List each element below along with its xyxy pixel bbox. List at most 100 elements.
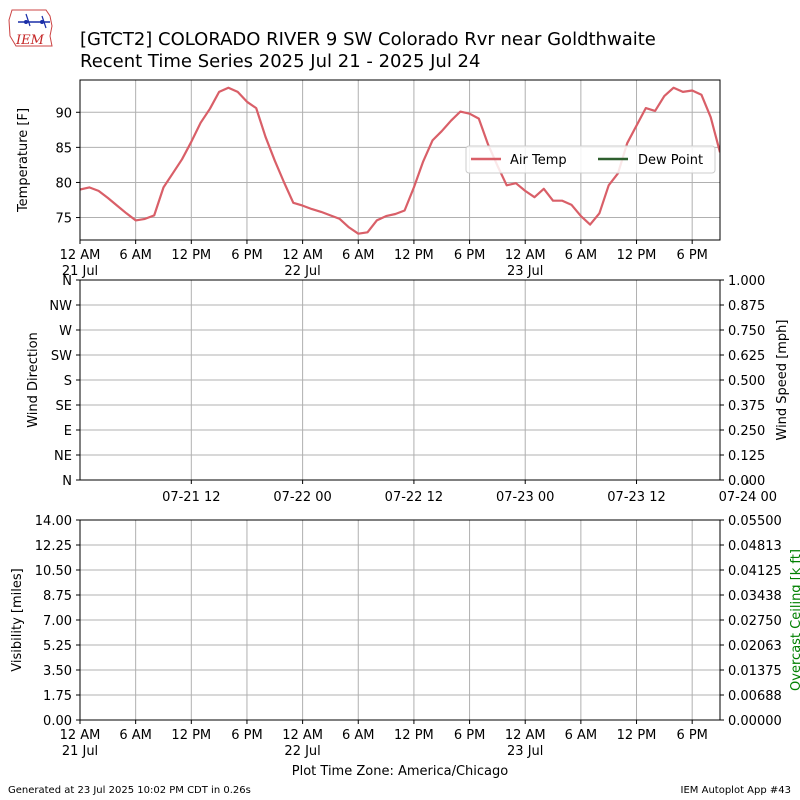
- y-axis-label: Wind Direction: [26, 332, 41, 428]
- x-tick-label: 07-24 00: [719, 490, 777, 505]
- plot-frame: [79, 79, 721, 241]
- y-tick-label: N: [62, 474, 72, 489]
- x-tick-label: 6 PM: [676, 248, 707, 263]
- y2-tick-label: 0.750: [728, 324, 765, 339]
- y-tick-label: 1.75: [43, 689, 72, 704]
- y2-tick-label: 0.04813: [728, 539, 782, 554]
- y2-tick-label: 0.375: [728, 399, 765, 414]
- generated-timestamp: Generated at 23 Jul 2025 10:02 PM CDT in…: [8, 785, 251, 796]
- y-tick-label: 14.00: [35, 514, 72, 529]
- y-tick-label: 8.75: [43, 589, 72, 604]
- x-tick-label: 6 AM: [565, 728, 598, 743]
- y-tick-label: E: [64, 424, 72, 439]
- x-tick-date-label: 21 Jul: [62, 264, 98, 279]
- y-tick-label: 0.00: [43, 714, 72, 729]
- y-axis-label: Temperature [F]: [16, 108, 31, 213]
- plot-frame: [79, 519, 721, 721]
- iem-logo: IEM: [8, 9, 53, 48]
- y-tick-label: SW: [51, 349, 72, 364]
- y-tick-label: 10.50: [35, 564, 72, 579]
- y-tick-label: NE: [54, 449, 72, 464]
- y2-tick-label: 0.00000: [728, 714, 782, 729]
- x-tick-label: 07-23 00: [496, 490, 554, 505]
- legend-label-air-temp: Air Temp: [510, 153, 567, 168]
- x-tick-label: 12 PM: [617, 248, 657, 263]
- y2-tick-label: 0.04125: [728, 564, 782, 579]
- y-tick-label: SE: [56, 399, 72, 414]
- x-tick-label: 07-23 12: [607, 490, 665, 505]
- x-tick-label: 12 PM: [394, 728, 434, 743]
- x-tick-label: 07-21 12: [162, 490, 220, 505]
- x-tick-label: 6 PM: [676, 728, 707, 743]
- y-tick-label: S: [64, 374, 72, 389]
- x-tick-label: 6 PM: [231, 248, 262, 263]
- x-tick-label: 6 AM: [342, 728, 375, 743]
- y-tick-label: 75: [55, 212, 72, 227]
- y2-axis-label: Wind Speed [mph]: [775, 320, 790, 441]
- y-tick-label: 5.25: [43, 639, 72, 654]
- logo-text: IEM: [15, 33, 45, 48]
- y2-tick-label: 0.000: [728, 474, 765, 489]
- x-tick-label: 6 AM: [565, 248, 598, 263]
- y2-tick-label: 0.500: [728, 374, 765, 389]
- x-tick-label: 12 AM: [505, 728, 546, 743]
- y2-tick-label: 0.05500: [728, 514, 782, 529]
- timezone-label: Plot Time Zone: America/Chicago: [291, 764, 509, 779]
- y2-tick-label: 0.02063: [728, 639, 782, 654]
- y-tick-label: 12.25: [35, 539, 72, 554]
- x-tick-label: 6 PM: [454, 728, 485, 743]
- chart-title-line2: Recent Time Series 2025 Jul 21 - 2025 Ju…: [80, 51, 481, 72]
- y2-tick-label: 0.875: [728, 299, 765, 314]
- y2-tick-label: 0.00688: [728, 689, 782, 704]
- y-tick-label: 85: [55, 141, 72, 156]
- x-tick-label: 6 PM: [454, 248, 485, 263]
- legend: Air Temp Dew Point: [465, 145, 716, 174]
- wind-panel: N 0.000 NE 0.125 E 0.250 SE 0.375 S 0.500 SW 0.625 W…: [26, 274, 790, 505]
- y2-tick-label: 0.250: [728, 424, 765, 439]
- y2-axis-label: Overcast Ceiling [k ft]: [789, 549, 800, 691]
- legend-label-dew-point: Dew Point: [638, 153, 703, 168]
- y2-tick-label: 0.625: [728, 349, 765, 364]
- autoplot-app-label: IEM Autoplot App #43: [680, 785, 791, 796]
- y2-tick-label: 0.03438: [728, 589, 782, 604]
- x-tick-date-label: 22 Jul: [284, 264, 320, 279]
- x-tick-label: 12 PM: [171, 728, 211, 743]
- y-tick-label: 90: [55, 106, 72, 121]
- x-tick-label: 12 PM: [617, 728, 657, 743]
- y-axis-label: Visibility [miles]: [10, 568, 25, 671]
- chart-title-line1: [GTCT2] COLORADO RIVER 9 SW Colorado Rvr…: [80, 29, 656, 50]
- plot-frame: [79, 279, 721, 481]
- x-tick-label: 12 PM: [171, 248, 211, 263]
- x-tick-date-label: 23 Jul: [507, 744, 543, 759]
- y-tick-label: NW: [49, 299, 72, 314]
- x-tick-label: 6 PM: [231, 728, 262, 743]
- x-tick-label: 12 AM: [282, 248, 323, 263]
- x-tick-label: 12 AM: [505, 248, 546, 263]
- y2-tick-label: 0.02750: [728, 614, 782, 629]
- y2-tick-label: 0.125: [728, 449, 765, 464]
- legend-box: [465, 145, 716, 174]
- series-line-air-temp: [80, 86, 720, 235]
- y-tick-label: N: [62, 274, 72, 289]
- y-tick-label: 80: [55, 176, 72, 191]
- x-tick-label: 6 AM: [119, 248, 152, 263]
- x-tick-label: 12 AM: [60, 248, 101, 263]
- x-tick-label: 07-22 12: [385, 490, 443, 505]
- y-tick-label: W: [59, 324, 72, 339]
- x-tick-label: 6 AM: [119, 728, 152, 743]
- y2-tick-label: 0.01375: [728, 664, 782, 679]
- x-tick-date-label: 21 Jul: [62, 744, 98, 759]
- y2-tick-label: 1.000: [728, 274, 765, 289]
- x-tick-label: 07-22 00: [273, 490, 331, 505]
- x-tick-label: 12 AM: [60, 728, 101, 743]
- x-tick-label: 12 AM: [282, 728, 323, 743]
- y-tick-label: 7.00: [43, 614, 72, 629]
- x-tick-date-label: 22 Jul: [284, 744, 320, 759]
- x-tick-date-label: 23 Jul: [507, 264, 543, 279]
- x-tick-label: 6 AM: [342, 248, 375, 263]
- y-tick-label: 3.50: [43, 664, 72, 679]
- x-tick-label: 12 PM: [394, 248, 434, 263]
